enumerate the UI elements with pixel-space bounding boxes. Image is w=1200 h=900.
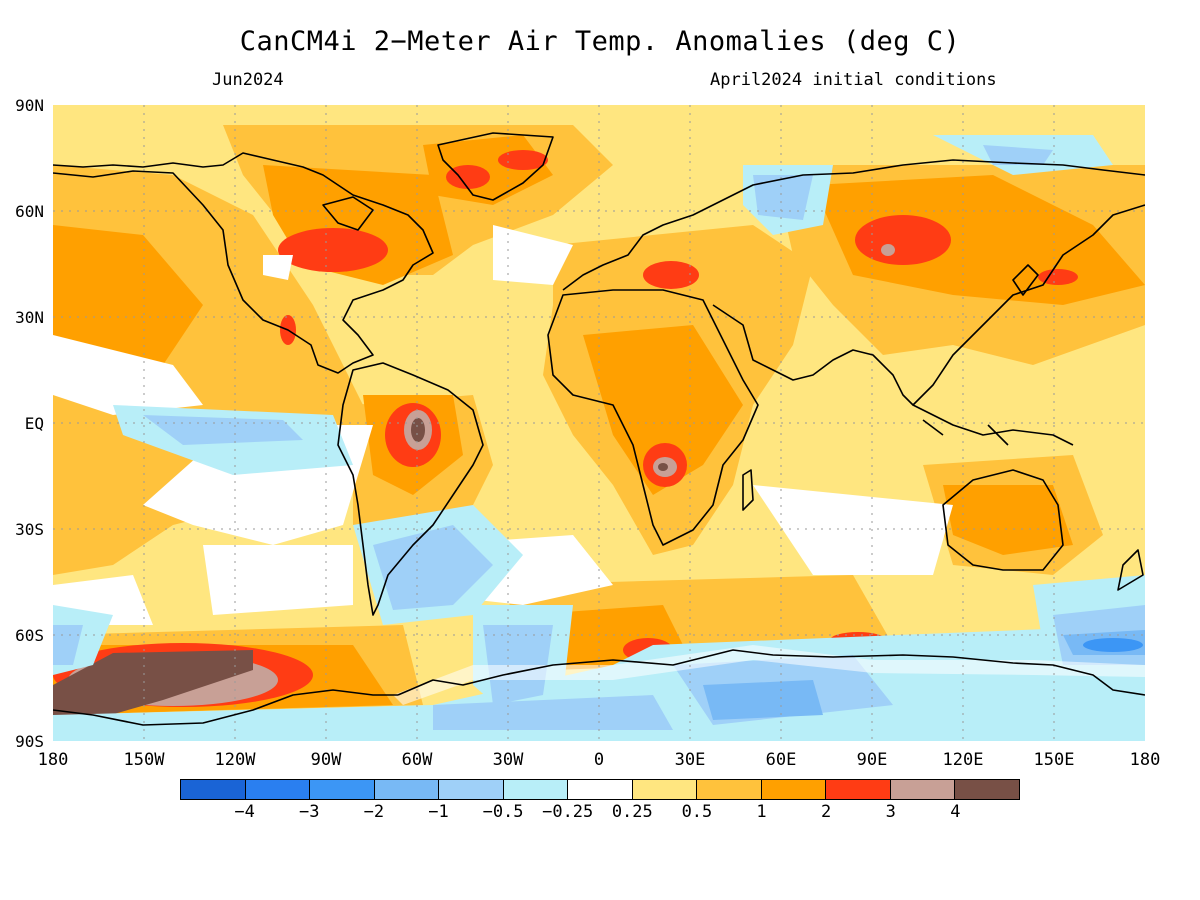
colorbar-swatch: [568, 780, 633, 799]
colorbar-swatch: [826, 780, 891, 799]
initial-conditions: April2024 initial conditions: [710, 70, 997, 90]
colorbar-swatch: [632, 780, 698, 799]
colorbar-tick-label: −2: [363, 802, 385, 822]
lon-label-30e: 30E: [674, 750, 706, 770]
colorbar-tick-label: −0.25: [542, 802, 594, 822]
coastline-hudson-bay: [322, 196, 374, 231]
lat-label-eq: EQ: [24, 414, 44, 433]
coastline-australia: [942, 469, 1064, 571]
coastline-madagascar: [742, 469, 754, 511]
lon-label-90w: 90W: [310, 750, 342, 770]
colorbar-swatch: [439, 780, 504, 799]
strong-cold-core: [1083, 638, 1143, 652]
coastline-japan: [1012, 264, 1039, 296]
lat-label-90s: 90S: [15, 732, 44, 751]
colorbar-tick-label: −3: [298, 802, 320, 822]
colorbar-swatch: [374, 780, 440, 799]
colorbar-swatch: [697, 780, 762, 799]
colorbar-swatch: [181, 780, 246, 799]
lat-label-60s: 60S: [15, 626, 44, 645]
lon-label-120w: 120W: [214, 750, 256, 770]
lat-label-30n: 30N: [15, 308, 44, 327]
coastline-antarctica: [52, 649, 1146, 726]
coastlines: [52, 132, 1146, 726]
graticule: [53, 105, 1145, 741]
colorbar-swatch: [890, 780, 956, 799]
lon-label-150w: 150W: [123, 750, 165, 770]
coastline-greenland: [437, 132, 554, 201]
colorbar-tick-label: −1: [428, 802, 449, 822]
colorbar-swatch: [310, 780, 375, 799]
colorbar-swatch: [245, 780, 311, 799]
coastline-new-zealand: [1117, 549, 1144, 591]
colorbar-tick-label: 0.25: [611, 802, 653, 822]
lon-label-30w: 30W: [492, 750, 524, 770]
colorbar-tick-label: 1: [756, 802, 767, 822]
colorbar-swatch: [503, 780, 569, 799]
lon-label-180w: 180: [37, 750, 69, 770]
colorbar-tick-label: 3: [885, 802, 896, 822]
lat-label-60n: 60N: [15, 202, 44, 221]
lon-label-0: 0: [593, 750, 605, 770]
colorbar: [180, 779, 1020, 800]
coastline-south-america: [337, 362, 484, 616]
colorbar-tick-label: 4: [950, 802, 961, 822]
colorbar-tick-label: −4: [234, 802, 255, 822]
forecast-month: Jun2024: [212, 70, 284, 90]
lat-label-90n: 90N: [15, 96, 44, 115]
lon-label-150e: 150E: [1033, 750, 1075, 770]
colorbar-tick-label: −0.5: [482, 802, 524, 822]
map-title: CanCM4i 2−Meter Air Temp. Anomalies (deg…: [239, 26, 961, 57]
lon-label-90e: 90E: [856, 750, 888, 770]
colorbar-tick-label: 0.5: [681, 802, 713, 822]
lon-label-60e: 60E: [765, 750, 797, 770]
coastline-eurasia: [562, 159, 1146, 406]
colorbar-swatch: [761, 780, 827, 799]
coastline-north-america: [52, 152, 434, 374]
lat-label-30s: 30S: [15, 520, 44, 539]
lon-label-120e: 120E: [942, 750, 984, 770]
coastline-africa: [547, 289, 759, 546]
anomaly-map: [52, 105, 1158, 741]
coastline-indonesia: [912, 404, 1074, 446]
lon-label-60w: 60W: [401, 750, 433, 770]
antarctica-coast-band: [393, 645, 1145, 705]
colorbar-swatch: [955, 780, 1019, 799]
lon-label-180e: 180: [1129, 750, 1161, 770]
colorbar-tick-label: 2: [821, 802, 832, 822]
